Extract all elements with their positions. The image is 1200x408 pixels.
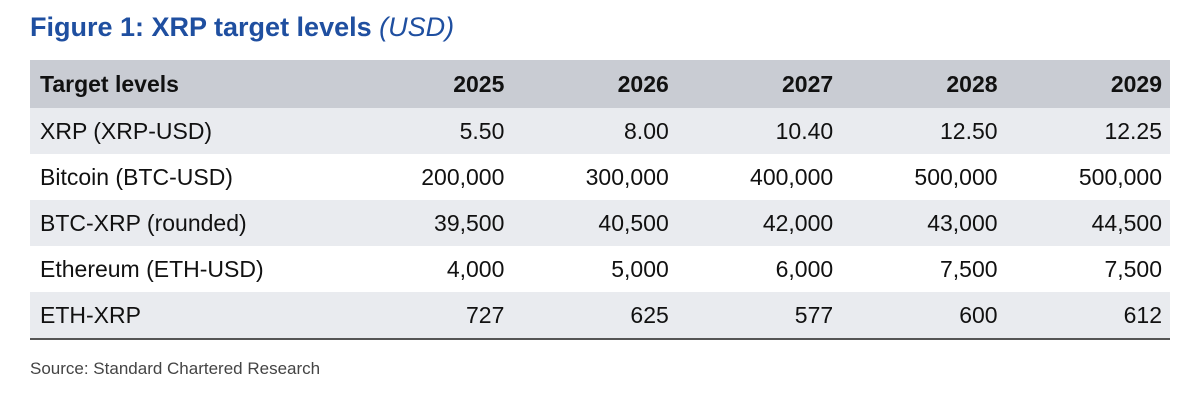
value-cell: 7,500	[1104, 255, 1162, 282]
value-cell: 4,000	[446, 255, 505, 282]
source-note: Source: Standard Chartered Research	[30, 359, 321, 378]
header-cell: 2026	[512, 60, 677, 108]
value-cell: 44,500	[1005, 200, 1170, 246]
header-row: Target levels 2025 2026 2027 2028 2029	[30, 60, 1170, 108]
value-cell: 6,000	[775, 255, 834, 282]
value-cell: 42,000	[676, 200, 842, 246]
value-cell: 727	[348, 292, 513, 340]
value-cell: 12.50	[841, 108, 1006, 154]
value-cell: 8.00	[512, 108, 677, 154]
value-cell: 300,000	[585, 163, 669, 190]
row-label: Ethereum (ETH-USD)	[40, 255, 264, 282]
row-label: BTC-XRP (rounded)	[30, 200, 348, 246]
value-cell: 200,000	[421, 163, 505, 190]
table-row: Ethereum (ETH-USD) 4,000 5,000 6,000 7,500 7,…	[30, 246, 1170, 292]
target-table: Target levels 2025 2026 2027 2028 2029 XRP (X…	[30, 60, 1170, 340]
row-label: Bitcoin (BTC-USD)	[40, 163, 233, 190]
table-head: Target levels 2025 2026 2027 2028 2029	[30, 60, 1170, 108]
value-cell: 612	[1005, 292, 1170, 340]
header-cell: 2025	[348, 60, 513, 108]
row-label: ETH-XRP	[30, 292, 348, 340]
value-cell: 39,500	[348, 200, 513, 246]
title-main: Figure 1: XRP target levels	[30, 12, 372, 42]
table-body: XRP (XRP-USD) 5.50 8.00 10.40 12.50 12.25 Bitc…	[30, 108, 1170, 340]
value-cell: 577	[676, 292, 842, 340]
value-cell: 5.50	[348, 108, 513, 154]
value-cell: 600	[841, 292, 1006, 340]
value-cell: 500,000	[1078, 163, 1162, 190]
value-cell: 12.25	[1005, 108, 1170, 154]
header-cell: 2029	[1005, 60, 1170, 108]
value-cell: 43,000	[841, 200, 1006, 246]
value-cell: 500,000	[914, 163, 998, 190]
table-row: Bitcoin (BTC-USD) 200,000 300,000 400,000 50…	[30, 154, 1170, 200]
value-cell: 10.40	[676, 108, 842, 154]
value-cell: 625	[512, 292, 677, 340]
figure-title: Figure 1: XRP target levels (USD)	[30, 12, 454, 43]
header-cell: 2028	[841, 60, 1006, 108]
header-cell: Target levels	[30, 60, 348, 108]
value-cell: 40,500	[512, 200, 677, 246]
title-unit: (USD)	[379, 12, 455, 42]
value-cell: 400,000	[750, 163, 834, 190]
table-row: BTC-XRP (rounded) 39,500 40,500 42,000 43,00…	[30, 200, 1170, 246]
row-label: XRP (XRP-USD)	[30, 108, 348, 154]
value-cell: 5,000	[611, 255, 669, 282]
header-cell: 2027	[676, 60, 842, 108]
table-row: ETH-XRP 727 625 577 600 612	[30, 292, 1170, 340]
table-row: XRP (XRP-USD) 5.50 8.00 10.40 12.50 12.25	[30, 108, 1170, 154]
value-cell: 7,500	[940, 255, 998, 282]
